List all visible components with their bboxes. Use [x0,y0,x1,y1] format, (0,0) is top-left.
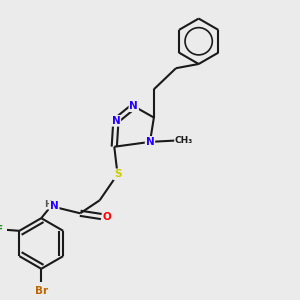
Text: F: F [0,224,3,235]
Text: O: O [103,212,112,221]
Text: CH₃: CH₃ [175,136,193,145]
Text: N: N [129,101,138,111]
Text: N: N [112,116,120,126]
Text: Br: Br [35,286,48,296]
Text: H: H [45,200,52,209]
Text: N: N [50,201,58,211]
Text: S: S [114,169,121,179]
Text: N: N [146,137,154,147]
